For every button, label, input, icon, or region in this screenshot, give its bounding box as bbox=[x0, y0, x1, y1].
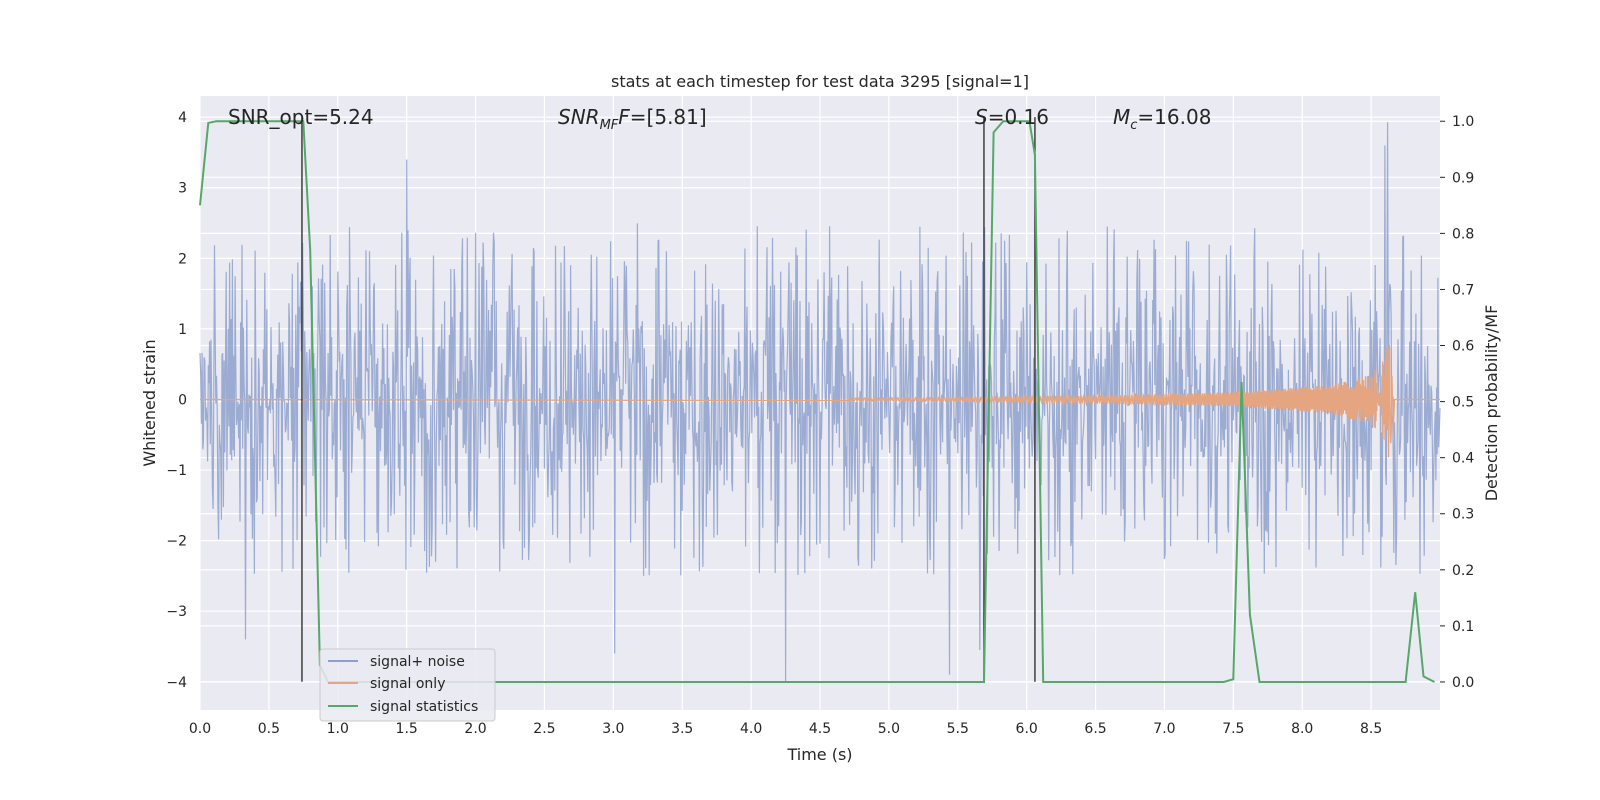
x-tick-label: 8.5 bbox=[1360, 721, 1382, 737]
x-tick-label: 7.0 bbox=[1153, 721, 1175, 737]
y-right-tick-label: 0.7 bbox=[1452, 282, 1474, 298]
x-tick-label: 6.0 bbox=[1016, 721, 1038, 737]
legend-label-signal-noise: signal+ noise bbox=[370, 654, 465, 670]
legend-box bbox=[319, 648, 496, 722]
x-axis-label: Time (s) bbox=[786, 745, 852, 764]
chart-title: stats at each timestep for test data 329… bbox=[611, 72, 1029, 91]
y-axis-left-ticks: 4 3 2 1 0 −1 −2 −3 −4 bbox=[166, 110, 187, 691]
x-tick-label: 2.5 bbox=[533, 721, 555, 737]
y-right-tick-label: 0.5 bbox=[1452, 395, 1474, 411]
x-axis-ticks: 0.0 0.5 1.0 1.5 2.0 2.5 3.0 3.5 4.0 4.5 5.0 5.5 6.0 6… bbox=[189, 721, 1382, 737]
x-tick-label: 8.0 bbox=[1291, 721, 1313, 737]
y-right-tick-label: 0.4 bbox=[1452, 451, 1474, 467]
y-left-tick-label: −4 bbox=[166, 675, 187, 691]
x-tick-label: 6.5 bbox=[1084, 721, 1106, 737]
signal-noise-series bbox=[199, 122, 1441, 682]
y-right-tick-label: 0.6 bbox=[1452, 339, 1474, 355]
x-tick-label: 2.0 bbox=[464, 721, 486, 737]
y-right-tick-label: 0.0 bbox=[1452, 675, 1474, 691]
y-left-tick-label: 0 bbox=[178, 392, 187, 408]
annotation-snr-mf: SNRMFF=[5.81] bbox=[558, 105, 707, 133]
x-tick-label: 3.5 bbox=[671, 721, 693, 737]
x-tick-label: 1.0 bbox=[327, 721, 349, 737]
x-tick-label: 5.5 bbox=[947, 721, 969, 737]
x-tick-label: 3.0 bbox=[602, 721, 624, 737]
x-tick-label: 4.0 bbox=[740, 721, 762, 737]
y-right-tick-label: 0.3 bbox=[1452, 507, 1474, 523]
grid bbox=[199, 96, 1440, 710]
signal-only-line bbox=[199, 344, 1440, 458]
x-tick-label: 0.0 bbox=[189, 721, 211, 737]
y-left-tick-label: 3 bbox=[178, 181, 187, 197]
y-right-tick-label: 0.1 bbox=[1452, 619, 1474, 635]
y-axis-left-label: Whitened strain bbox=[140, 339, 159, 466]
y-right-tick-label: 0.2 bbox=[1452, 563, 1474, 579]
legend-label-signal-statistics: signal statistics bbox=[370, 699, 478, 715]
legend-label-signal-only: signal only bbox=[370, 676, 445, 692]
y-left-tick-label: 4 bbox=[178, 110, 187, 126]
x-tick-label: 1.5 bbox=[396, 721, 418, 737]
y-left-tick-label: 1 bbox=[178, 322, 187, 338]
x-tick-label: 7.5 bbox=[1222, 721, 1244, 737]
y-right-tick-label: 0.8 bbox=[1452, 226, 1474, 242]
signal-noise-line bbox=[199, 122, 1441, 682]
y-right-tick-label: 1.0 bbox=[1452, 114, 1474, 130]
y-left-tick-label: 2 bbox=[178, 251, 187, 267]
annotation-mc: Mc=16.08 bbox=[1113, 105, 1211, 133]
x-tick-label: 0.5 bbox=[258, 721, 280, 737]
y-left-tick-label: −1 bbox=[166, 463, 187, 479]
y-axis-right-label: Detection probability/MF bbox=[1482, 305, 1501, 502]
signal-statistics-series bbox=[199, 120, 1435, 683]
x-tick-label: 4.5 bbox=[809, 721, 831, 737]
annotation-snr-opt: SNR_opt=5.24 bbox=[228, 105, 374, 129]
y-axis-right-ticks: 1.0 0.9 0.8 0.7 0.6 0.5 0.4 0.3 0.2 0.1 0.0 bbox=[1440, 114, 1474, 691]
y-left-tick-label: −3 bbox=[166, 604, 187, 620]
x-tick-label: 5.0 bbox=[878, 721, 900, 737]
signal-only-series bbox=[199, 344, 1440, 458]
annotation-s: S=0.16 bbox=[975, 105, 1049, 129]
y-left-tick-label: −2 bbox=[166, 534, 187, 550]
signal-statistics-line bbox=[199, 120, 1435, 683]
legend: signal+ noise signal only signal statist… bbox=[319, 648, 496, 722]
y-right-tick-label: 0.9 bbox=[1452, 170, 1474, 186]
